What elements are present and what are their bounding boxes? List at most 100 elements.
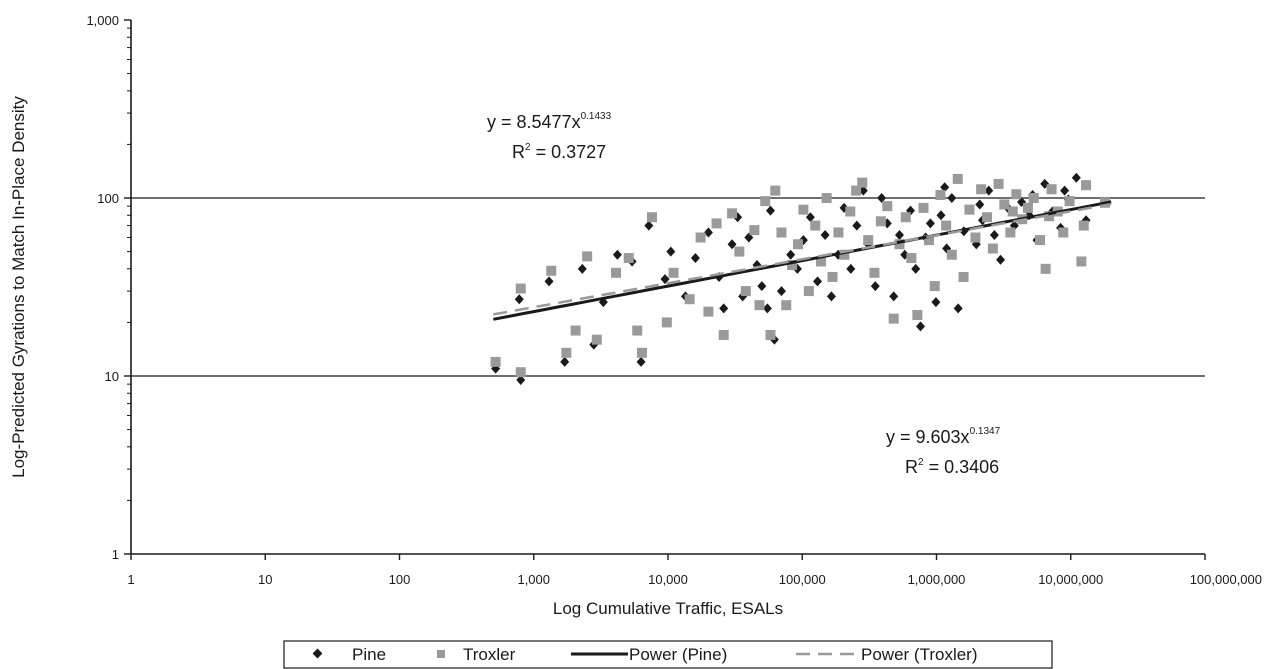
troxler-point [591, 334, 602, 345]
troxler-point [1081, 180, 1092, 191]
troxler-point [1058, 227, 1069, 238]
troxler-point [851, 185, 862, 196]
troxler-point [684, 294, 695, 305]
troxler-point [787, 260, 798, 271]
gridlines [131, 197, 1205, 377]
pine-equation-exponent: 0.1433 [581, 111, 612, 122]
legend-pine-marker [312, 648, 323, 659]
troxler-point [776, 227, 787, 238]
troxler-r2-prefix: R [905, 457, 918, 477]
pine-point [612, 249, 622, 260]
troxler-point [632, 325, 643, 336]
troxler-point [803, 286, 814, 297]
troxler-point [906, 253, 917, 264]
minor-ticks [124, 19, 1206, 560]
troxler-point [1076, 256, 1087, 267]
pine-point [577, 263, 587, 274]
troxler-point [490, 356, 501, 367]
pine-equation-base: y = 8.5477x [487, 112, 581, 132]
troxler-point [1007, 206, 1018, 217]
troxler-point [952, 173, 963, 184]
troxler-point [727, 208, 738, 219]
pine-point [516, 374, 526, 385]
pine-point [846, 263, 856, 274]
pine-point [826, 291, 836, 302]
pine-point [560, 356, 570, 367]
troxler-point [987, 243, 998, 254]
pine-point [975, 199, 985, 210]
legend-power-troxler-label: Power (Troxler) [861, 645, 978, 664]
x-tick-label: 100,000,000 [1190, 572, 1262, 587]
y-tick-labels: 1 10 100 1,000 [86, 13, 119, 562]
troxler-r2-sup: 2 [918, 457, 924, 468]
troxler-point [816, 256, 827, 267]
x-tick-label: 1,000,000 [908, 572, 966, 587]
troxler-point [798, 204, 809, 215]
troxler-point [582, 251, 593, 262]
pine-point [666, 246, 676, 257]
legend: Pine Troxler Power (Pine) Power (Troxler… [283, 640, 1053, 669]
pine-point [940, 182, 950, 193]
pine-point [947, 193, 957, 203]
troxler-point [515, 367, 526, 378]
pine-point [762, 303, 772, 314]
pine-point [900, 249, 910, 260]
troxler-point [863, 235, 874, 246]
troxler-point [888, 313, 899, 324]
troxler-point [546, 265, 557, 276]
pine-point [925, 218, 935, 229]
y-axis-title: Log-Predicted Gyrations to Match In-Plac… [9, 96, 28, 478]
troxler-point [1064, 196, 1075, 207]
troxler-point [857, 177, 868, 188]
pine-point [805, 212, 815, 223]
pine-point [719, 303, 729, 314]
power-troxler-line [493, 202, 1112, 316]
pine-point [544, 276, 554, 287]
troxler-point [993, 178, 1004, 189]
legend-troxler-label: Troxler [463, 645, 516, 664]
pine-point [953, 303, 963, 314]
pine-point [852, 220, 862, 231]
troxler-equation-base: y = 9.603x [886, 427, 970, 447]
x-tick-label: 10 [258, 572, 272, 587]
pine-point [1060, 185, 1070, 196]
legend-troxler-marker [437, 650, 445, 658]
troxler-point [1011, 189, 1022, 200]
legend-box [283, 640, 1053, 669]
troxler-point [970, 232, 981, 243]
y-tick-label: 100 [97, 191, 119, 206]
x-tick-label: 10,000,000 [1038, 572, 1103, 587]
troxler-point [749, 225, 760, 236]
pine-r-squared: R2 = 0.3727 [512, 142, 606, 162]
troxler-point [827, 271, 838, 282]
troxler-point [999, 199, 1010, 210]
troxler-point [1005, 227, 1016, 238]
pine-point [776, 286, 786, 297]
troxler-point [781, 300, 792, 311]
troxler-point [912, 310, 923, 321]
troxler-point [718, 329, 729, 340]
troxler-point [695, 232, 706, 243]
power-pine-line [493, 200, 1112, 321]
troxler-point [982, 212, 993, 223]
troxler-point [793, 239, 804, 250]
x-tick-label: 10,000 [648, 572, 688, 587]
troxler-point [810, 220, 821, 231]
pine-point [514, 294, 524, 305]
troxler-point [946, 249, 957, 260]
troxler-point [623, 253, 634, 264]
pine-point [703, 227, 713, 238]
y-tick-label: 10 [105, 369, 119, 384]
troxler-point [754, 300, 765, 311]
pine-point [889, 291, 899, 302]
troxler-point [740, 286, 751, 297]
troxler-point [1078, 220, 1089, 231]
pine-point [911, 263, 921, 274]
troxler-point [976, 184, 987, 195]
troxler-point [561, 347, 572, 358]
pine-point [644, 220, 654, 231]
troxler-point [515, 283, 526, 294]
pine-point [931, 297, 941, 308]
troxler-point [760, 196, 771, 207]
